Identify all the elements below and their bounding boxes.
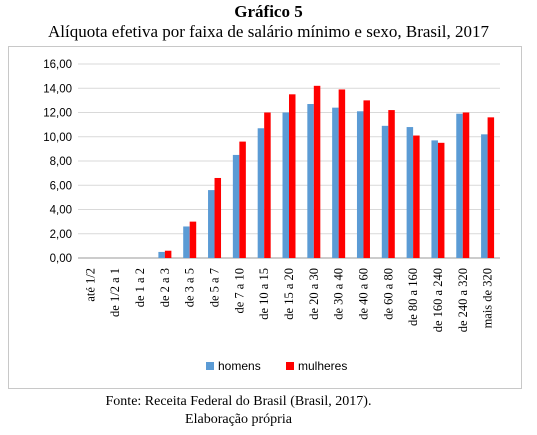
bar-mulheres <box>313 85 321 258</box>
bar-homens <box>232 154 240 258</box>
bar-mulheres <box>239 141 246 258</box>
bar-homens <box>183 226 190 258</box>
y-tick-label: 14,00 <box>43 83 72 95</box>
source-note: Fonte: Receita Federal do Brasil (Brasil… <box>105 394 372 409</box>
bar-homens <box>406 127 414 258</box>
x-tick-label: até 1/2 <box>83 268 97 302</box>
bar-homens <box>158 251 165 258</box>
chart-subtitle: Alíquota efetiva por faixa de salário mí… <box>48 22 489 41</box>
x-tick-label: de 7 a 10 <box>232 268 246 313</box>
x-tick-label: de 40 a 60 <box>356 268 370 320</box>
x-tick-label: de 30 a 40 <box>332 268 346 320</box>
chart-frame <box>8 46 522 389</box>
legend-label: homens <box>218 359 261 373</box>
legend-swatch-homens <box>206 362 214 370</box>
x-tick-label: de 15 a 20 <box>282 268 296 320</box>
x-tick-label: mais de 320 <box>481 268 495 328</box>
legend-label: mulheres <box>298 359 347 373</box>
bar-mulheres <box>264 112 271 258</box>
bar-mulheres <box>413 135 420 258</box>
bar-homens <box>356 111 364 258</box>
legend-swatch-mulheres <box>286 362 294 370</box>
bar-mulheres <box>487 117 495 258</box>
y-tick-label: 4,00 <box>50 205 72 217</box>
bar-mulheres <box>164 250 172 258</box>
chart-title: Gráfico 5 <box>234 2 303 21</box>
x-tick-label: de 160 a 240 <box>431 268 445 332</box>
x-tick-label: de 10 a 15 <box>257 268 271 320</box>
bar-homens <box>257 128 265 258</box>
bar-mulheres <box>338 89 346 259</box>
x-tick-label: de 80 a 160 <box>406 268 420 326</box>
bar-mulheres <box>214 177 222 258</box>
x-tick-label: de 5 a 7 <box>208 268 222 307</box>
bar-homens <box>332 107 339 259</box>
y-tick-label: 6,00 <box>50 180 72 192</box>
bar-homens <box>307 104 314 258</box>
bar-mulheres <box>289 94 296 258</box>
x-tick-label: de 60 a 80 <box>381 268 395 320</box>
x-tick-label: de 2 a 3 <box>158 268 172 307</box>
bar-homens <box>456 113 463 259</box>
y-tick-label: 2,00 <box>50 229 72 241</box>
y-tick-label: 8,00 <box>50 156 72 168</box>
bar-mulheres <box>437 142 445 258</box>
elaboration-note: Elaboração própria <box>185 412 292 427</box>
bar-homens <box>208 190 215 258</box>
x-tick-label: de 240 a 320 <box>456 268 470 332</box>
y-tick-label: 16,00 <box>43 59 72 71</box>
x-tick-label: de 3 a 5 <box>183 268 197 307</box>
bar-homens <box>381 125 389 259</box>
bar-mulheres <box>388 110 395 258</box>
bar-homens <box>481 134 488 258</box>
bar-homens <box>431 140 438 258</box>
bar-mulheres <box>462 112 470 258</box>
bar-mulheres <box>363 100 370 258</box>
bar-mulheres <box>189 221 197 258</box>
x-tick-label: de 1 a 2 <box>133 268 147 307</box>
y-tick-label: 12,00 <box>43 108 72 120</box>
y-tick-label: 10,00 <box>43 132 72 144</box>
x-tick-label: de 20 a 30 <box>307 268 321 320</box>
bar-homens <box>282 112 289 258</box>
y-tick-label: 0,00 <box>50 253 72 265</box>
x-tick-label: de 1/2 a 1 <box>108 268 122 317</box>
